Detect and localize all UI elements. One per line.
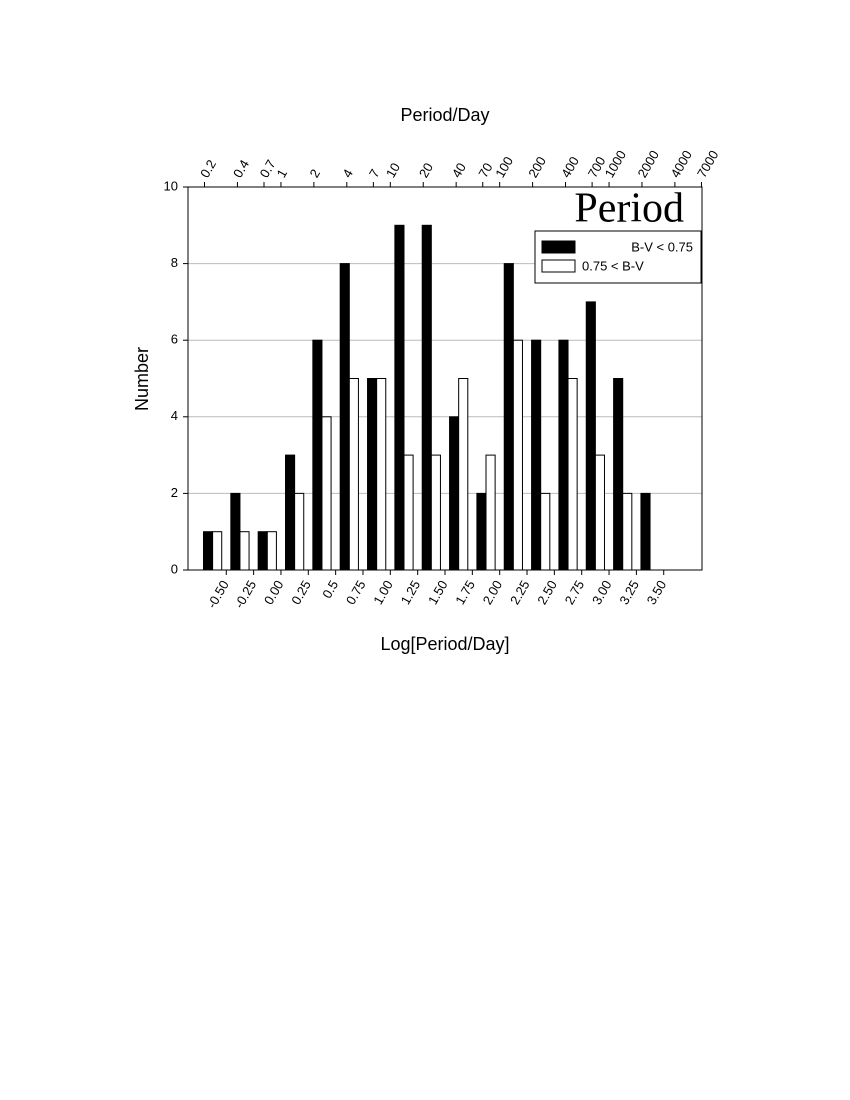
bar [239,531,250,571]
y-tick-label: 8 [171,255,178,270]
top-tick-label: 10 [383,160,403,180]
bar [458,378,469,571]
bar [622,492,633,571]
bar [294,492,305,571]
x-tick-label: 3.25 [616,578,642,607]
top-tick-label: 2 [306,166,323,180]
x-tick-label: 1.75 [452,578,478,607]
top-tick-label: 400 [558,154,582,180]
top-tick-label: 0.2 [197,157,219,180]
x-tick-label: 0.75 [343,578,369,607]
bar [367,378,378,571]
top-tick-label: 1000 [602,148,629,181]
bar [485,454,496,571]
bar [540,492,551,571]
top-tick-label: 7000 [694,148,721,181]
bar [558,339,569,571]
bar [348,378,359,571]
bar [512,339,523,571]
top-tick-label: 4000 [667,148,694,181]
x-tick-label: -0.50 [204,578,232,611]
top-tick-label: 1 [274,166,291,180]
x-tick-label: 0.25 [288,578,314,607]
bar [212,531,223,571]
x-tick-label: 0.5 [319,578,341,601]
bar [640,492,651,571]
top-tick-label: 0.4 [230,157,252,180]
bar [613,378,624,571]
x-tick-label: 2.75 [562,578,588,607]
x-tick-label: 1.50 [425,578,451,607]
top-tick-label: 70 [475,160,495,180]
bar [285,454,296,571]
bar [202,531,214,571]
bar [594,454,605,571]
bar [403,454,414,571]
bar [421,224,432,571]
y-tick-label: 10 [164,178,178,193]
chart-title: Period [574,186,684,232]
bar [312,339,323,571]
x-tick-label: 1.00 [370,578,396,607]
x-tick-label: 1.25 [398,578,424,607]
top-tick-label: 7 [366,166,383,180]
y-tick-label: 2 [171,485,178,500]
bar [339,263,350,571]
bar [531,339,542,571]
top-tick-label: 4 [339,166,356,180]
bar [376,378,387,571]
x-tick-label: 2.25 [507,578,533,607]
bar [321,416,332,571]
top-tick-label: 2000 [635,148,662,181]
x-tick-label: -0.25 [231,578,259,611]
legend-label: B-V < 0.75 [631,239,693,254]
x-tick-label: 3.50 [644,578,670,607]
legend-box [534,230,702,284]
x-tick-label: 0.00 [261,578,287,607]
bar [230,492,241,571]
x-tick-label: 2.00 [480,578,506,607]
bar [266,531,277,571]
legend-swatch [541,259,576,273]
x-axis-label: Log[Period/Day] [380,634,509,654]
bar [449,416,460,571]
bar [430,454,441,571]
y-tick-label: 6 [171,332,178,347]
top-axis-label: Period/Day [400,105,489,125]
plot-frame [187,186,703,571]
bar [567,378,578,571]
top-tick-label: 20 [416,160,436,180]
bar [585,301,596,571]
y-axis-label: Number [132,347,152,411]
top-tick-label: 200 [525,154,549,180]
y-tick-label: 4 [171,408,178,423]
top-tick-label: 40 [449,160,469,180]
x-tick-label: 3.00 [589,578,615,607]
top-tick-label: 100 [492,154,516,180]
legend-swatch [541,240,576,254]
bar [476,492,487,571]
bar [394,224,405,571]
bar [503,263,514,571]
x-tick-label: 2.50 [534,578,560,607]
y-tick-label: 0 [171,561,178,576]
bar [257,531,268,571]
legend-label: 0.75 < B-V [582,258,644,273]
